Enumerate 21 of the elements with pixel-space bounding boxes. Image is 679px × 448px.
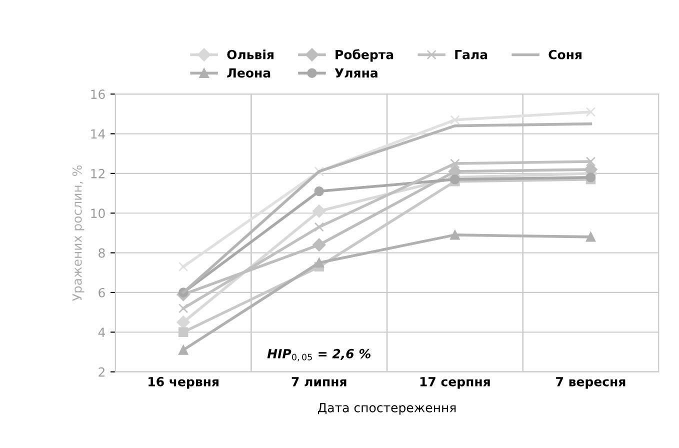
x-axis-title: Дата спостереження xyxy=(318,403,456,415)
y-axis-title: Уражених рослин, % xyxy=(72,165,84,301)
legend-label: Леона xyxy=(227,68,270,78)
y-tick-label: 12 xyxy=(91,168,104,178)
legend-label: Уляна xyxy=(334,68,378,78)
legend-label: Гала xyxy=(455,50,488,60)
y-tick-label: 2 xyxy=(98,367,104,377)
y-tick-label: 4 xyxy=(98,328,106,337)
y-tick-label: 14 xyxy=(91,129,106,139)
annotation: НІР$_{0,05}$ = 2,6 % xyxy=(267,348,370,362)
y-tick-label: 16 xyxy=(91,90,105,100)
legend-label: Соня xyxy=(548,50,582,60)
legend-label: Роберта xyxy=(336,49,394,62)
x-tick-label: 7 вересня xyxy=(556,377,626,389)
x-tick-label: 7 липня xyxy=(292,377,346,386)
legend-label: Ольвія xyxy=(227,50,274,60)
y-tick-label: 8 xyxy=(98,248,105,258)
x-tick-label: 16 червня xyxy=(148,376,218,389)
x-tick-label: 17 серпня xyxy=(420,377,490,389)
y-tick-label: 6 xyxy=(98,288,105,298)
y-tick-label: 10 xyxy=(91,208,105,218)
